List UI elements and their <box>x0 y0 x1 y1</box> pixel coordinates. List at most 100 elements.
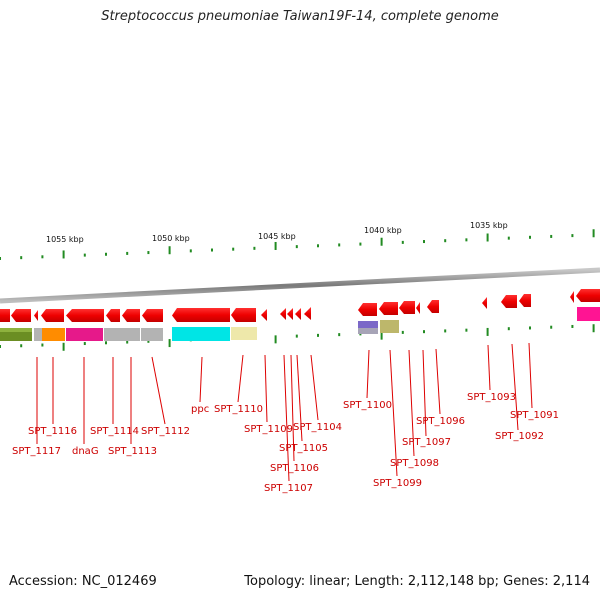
ruler-tick <box>550 234 553 238</box>
gene-label[interactable]: dnaG <box>72 446 99 457</box>
ruler-tick <box>62 250 65 259</box>
domain-block <box>34 328 42 341</box>
gene-arrow[interactable] <box>122 309 140 322</box>
domain-block <box>172 327 230 341</box>
gene-arrow[interactable] <box>231 308 256 322</box>
gene-label[interactable]: SPT_1106 <box>270 463 319 474</box>
gene-arrow[interactable] <box>280 308 286 320</box>
ruler-tick <box>317 244 319 248</box>
ruler-tick <box>465 238 468 242</box>
domain-track <box>0 307 600 341</box>
ruler-tick <box>41 255 44 259</box>
label-lines <box>36 342 533 482</box>
genome-title: Streptococcus pneumoniae Taiwan19F-14, c… <box>101 9 499 24</box>
gene-label[interactable]: SPT_1099 <box>373 478 422 489</box>
gene-track[interactable] <box>0 289 600 322</box>
ruler-tick-label: 1035 kbp <box>470 221 508 230</box>
ruler-tick <box>83 342 86 346</box>
gene-arrow[interactable] <box>304 307 311 320</box>
gene-arrow[interactable] <box>379 302 398 315</box>
gene-label[interactable]: SPT_1109 <box>244 424 293 435</box>
ruler-tick <box>295 245 298 249</box>
ruler-tick <box>20 344 23 348</box>
gene-label[interactable]: SPT_1098 <box>390 458 439 469</box>
gene-label[interactable]: SPT_1107 <box>264 483 313 494</box>
gene-arrow[interactable] <box>261 309 267 321</box>
gene-arrow[interactable] <box>519 294 531 307</box>
ruler-tick <box>550 325 553 329</box>
gene-arrow[interactable] <box>576 289 600 302</box>
ruler-tick <box>571 324 574 328</box>
gene-label[interactable]: SPT_1113 <box>108 446 157 457</box>
gene-arrow[interactable] <box>66 309 104 322</box>
domain-block <box>141 328 163 341</box>
gene-arrow[interactable] <box>106 309 120 322</box>
gene-arrow[interactable] <box>41 309 64 322</box>
ruler-tick <box>423 330 425 334</box>
ruler-tick <box>105 341 107 345</box>
gene-arrow[interactable] <box>482 297 487 309</box>
ruler-tick <box>338 243 341 247</box>
ruler-tick <box>126 340 129 344</box>
ruler-tick <box>168 246 171 255</box>
ruler-tick <box>189 249 192 253</box>
genome-summary: Topology: linear; Length: 2,112,148 bp; … <box>244 574 590 589</box>
gene-arrow[interactable] <box>570 291 574 303</box>
gene-label[interactable]: SPT_1117 <box>12 446 61 457</box>
ruler-tick <box>0 345 1 348</box>
gene-label[interactable]: SPT_1091 <box>510 410 559 421</box>
ruler-tick <box>571 234 574 238</box>
ruler-tick <box>486 327 489 336</box>
gene-label[interactable]: SPT_1096 <box>416 416 465 427</box>
ruler-tick <box>401 330 404 334</box>
ruler-tick <box>274 335 277 344</box>
gene-label[interactable]: SPT_1112 <box>141 426 190 437</box>
ruler-tick <box>592 324 595 333</box>
gene-label[interactable]: SPT_1100 <box>343 400 392 411</box>
gene-arrow[interactable] <box>427 300 439 313</box>
ruler-tick-label: 1050 kbp <box>152 234 190 243</box>
gene-label[interactable]: SPT_1116 <box>28 426 77 437</box>
gene-arrow[interactable] <box>416 302 420 314</box>
ruler-tick <box>168 339 171 348</box>
ruler-tick <box>20 256 23 260</box>
ruler-tick <box>147 339 150 343</box>
ruler-tick <box>444 239 447 243</box>
ruler-tick <box>592 229 595 238</box>
gene-arrow[interactable] <box>34 310 38 321</box>
domain-block <box>104 328 140 341</box>
gene-label[interactable]: SPT_1110 <box>214 404 263 415</box>
gene-arrow[interactable] <box>11 309 31 322</box>
ruler-tick <box>295 334 298 338</box>
ruler-tick-label: 1055 kbp <box>46 235 84 244</box>
ruler-tick <box>147 251 150 255</box>
gene-arrow[interactable] <box>295 308 301 320</box>
gene-label[interactable]: SPT_1114 <box>90 426 139 437</box>
gene-arrow[interactable] <box>358 303 377 316</box>
gene-arrow[interactable] <box>501 295 517 308</box>
gene-label[interactable]: SPT_1092 <box>495 431 544 442</box>
ruler-tick <box>507 236 510 240</box>
ruler-tick <box>380 237 383 246</box>
ruler-tick <box>253 246 256 250</box>
gene-labels[interactable]: SPT_1117 SPT_1116 dnaG SPT_1114 SPT_1113… <box>12 392 559 494</box>
gene-arrow[interactable] <box>287 308 293 320</box>
gene-label[interactable]: ppc <box>191 404 209 415</box>
ruler-tick <box>529 235 531 239</box>
ruler-ticks-top <box>0 229 595 260</box>
gene-label[interactable]: SPT_1093 <box>467 392 516 403</box>
ruler-tick <box>126 251 129 255</box>
ruler-tick <box>211 248 213 252</box>
gene-arrow[interactable] <box>399 301 415 314</box>
ruler-tick <box>359 242 362 246</box>
gene-label[interactable]: SPT_1105 <box>279 443 328 454</box>
gene-arrow[interactable] <box>172 308 230 322</box>
gene-arrow[interactable] <box>142 309 163 322</box>
domain-block <box>42 328 65 341</box>
gene-arrow[interactable] <box>0 309 10 322</box>
gene-label[interactable]: SPT_1104 <box>293 422 342 433</box>
gene-label[interactable]: SPT_1097 <box>402 437 451 448</box>
ruler-tick <box>401 240 404 244</box>
